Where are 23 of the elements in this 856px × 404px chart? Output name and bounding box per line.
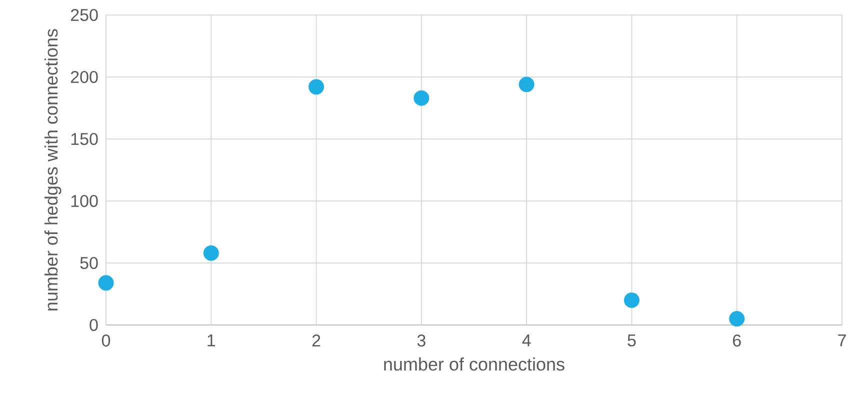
point (518, 76, 534, 92)
x-tick-label: 5 (628, 334, 636, 346)
x-tick-label: 0 (102, 334, 110, 347)
x-tick-label: 2 (312, 334, 320, 346)
point (203, 245, 219, 261)
y-tick-label: 250 (70, 8, 98, 22)
x-tick-label: 3 (417, 334, 426, 347)
point (414, 90, 430, 106)
point (624, 292, 640, 308)
x-tick-label: 1 (208, 334, 216, 346)
x-tick-label: 4 (522, 334, 531, 346)
y-tick-label: 0 (90, 318, 98, 332)
point (308, 79, 324, 95)
y-tick-label: 150 (71, 132, 98, 146)
x-axis-title: number of connections (384, 357, 564, 371)
point (729, 311, 745, 327)
x-tick-label: 7 (838, 334, 846, 346)
y-axis-title: number of hedges with connections (44, 29, 62, 310)
point (98, 275, 114, 291)
y-tick-label: 50 (80, 256, 98, 270)
x-tick-label: 6 (733, 334, 741, 347)
y-tick-label: 200 (70, 70, 98, 84)
y-tick-label: 100 (71, 194, 98, 208)
